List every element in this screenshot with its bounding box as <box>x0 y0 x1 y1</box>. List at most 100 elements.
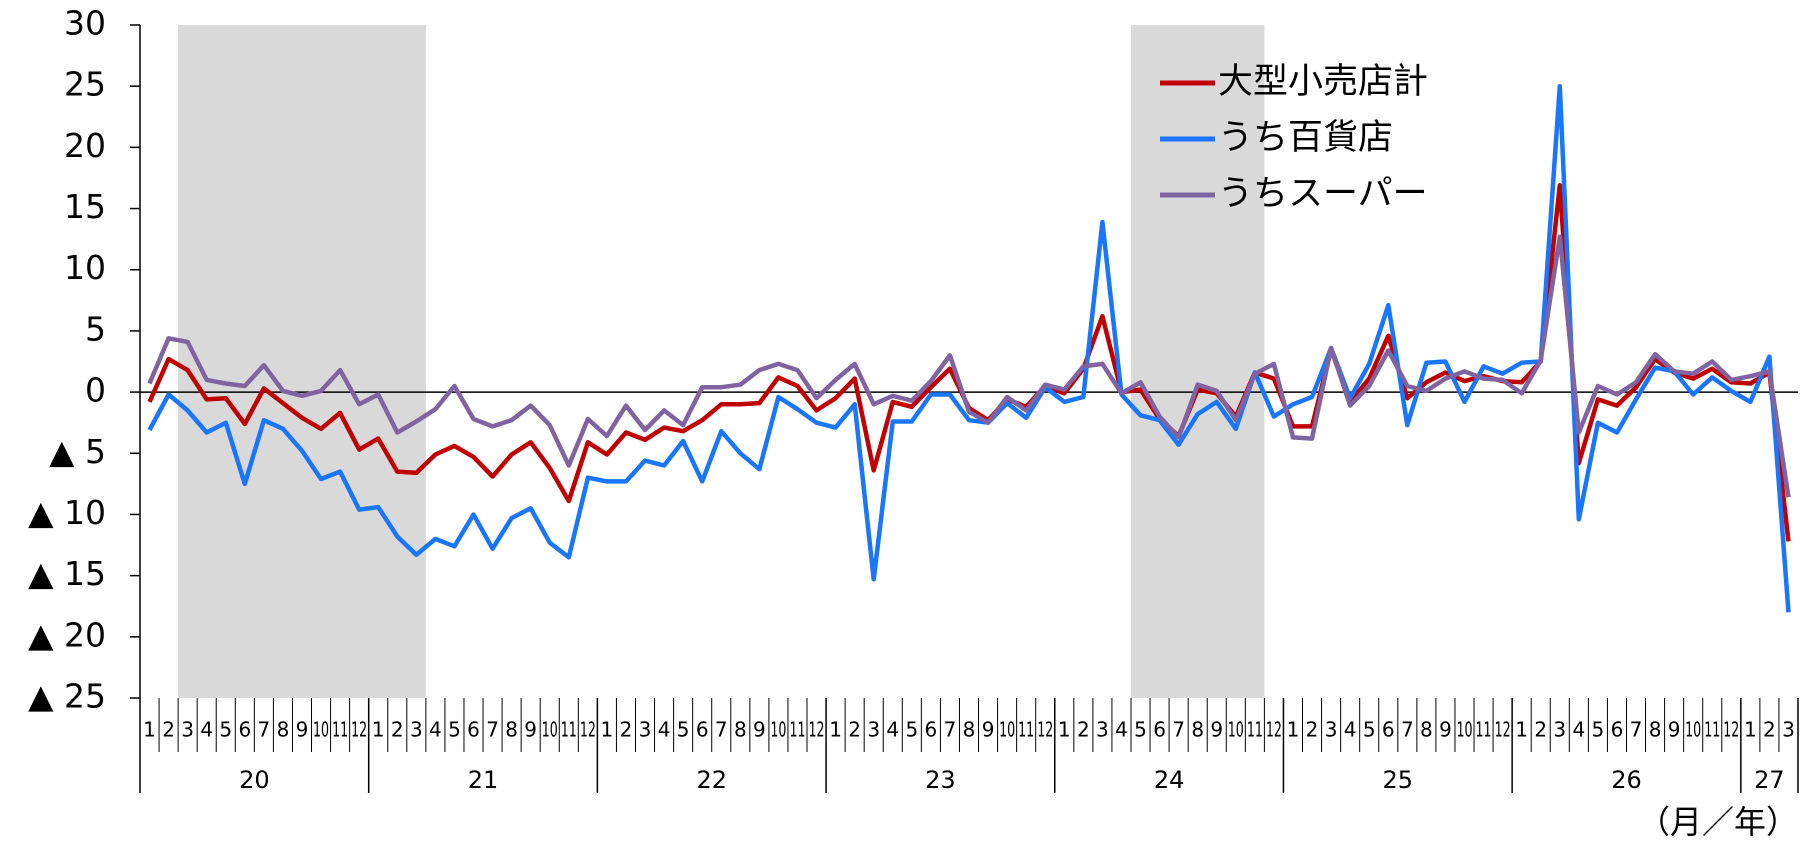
x-tick-label: 5 <box>905 718 918 742</box>
x-tick-label: 10 <box>313 718 329 742</box>
x-tick-label: 3 <box>1782 718 1795 742</box>
y-tick-label: ▲ 25 <box>28 677 106 716</box>
x-tick-label: 1 <box>372 718 385 742</box>
x-tick-label: 4 <box>1115 718 1128 742</box>
y-tick-label: ▲ 15 <box>28 554 106 593</box>
x-tick-label: 7 <box>1401 718 1414 742</box>
x-tick-label: 10 <box>1228 718 1244 742</box>
x-tick-label: 8 <box>734 718 747 742</box>
x-tick-label: 3 <box>1325 718 1338 742</box>
x-tick-label: 8 <box>1420 718 1433 742</box>
x-tick-label: 11 <box>1018 718 1034 742</box>
x-tick-label: 10 <box>770 718 786 742</box>
x-tick-label: 8 <box>1649 718 1662 742</box>
year-label: 25 <box>1383 766 1414 794</box>
x-tick-label: 11 <box>1476 718 1492 742</box>
x-tick-label: 7 <box>715 718 728 742</box>
x-tick-label: 2 <box>1763 718 1776 742</box>
y-tick-label: 20 <box>64 126 106 165</box>
x-tick-label: 4 <box>1344 718 1357 742</box>
x-tick-label: 8 <box>963 718 976 742</box>
x-tick-label: 3 <box>639 718 652 742</box>
x-tick-label: 12 <box>1266 718 1282 742</box>
x-tick-label: 7 <box>1172 718 1185 742</box>
x-tick-label: 9 <box>296 718 309 742</box>
x-tick-label: 2 <box>391 718 404 742</box>
x-tick-label: 4 <box>429 718 442 742</box>
x-tick-label: 2 <box>620 718 633 742</box>
x-tick-label: 1 <box>143 718 156 742</box>
x-tick-label: 4 <box>658 718 671 742</box>
x-tick-label: 8 <box>1191 718 1204 742</box>
series-line <box>147 83 1791 613</box>
x-tick-label: 4 <box>886 718 899 742</box>
series-line <box>147 234 1791 498</box>
x-tick-label: 5 <box>677 718 690 742</box>
y-tick-label: 30 <box>64 4 106 43</box>
x-tick-label: 6 <box>467 718 480 742</box>
x-tick-label: 8 <box>277 718 290 742</box>
x-tick-label: 2 <box>848 718 861 742</box>
x-tick-label: 3 <box>410 718 423 742</box>
x-tick-label: 8 <box>505 718 518 742</box>
x-tick-label: 12 <box>1037 718 1053 742</box>
x-tick-label: 6 <box>238 718 251 742</box>
x-tick-label: 1 <box>1058 718 1071 742</box>
x-tick-label: 9 <box>1439 718 1452 742</box>
year-label: 23 <box>925 766 956 794</box>
x-tick-label: 12 <box>809 718 825 742</box>
x-tick-label: 4 <box>200 718 213 742</box>
x-tick-label: 6 <box>1153 718 1166 742</box>
x-tick-label: 7 <box>486 718 499 742</box>
legend-label: うちスーパー <box>1218 174 1428 214</box>
y-tick-label: 10 <box>64 248 106 287</box>
x-tick-label: 9 <box>524 718 537 742</box>
x-tick-label: 5 <box>1592 718 1605 742</box>
legend-label: うち百貨店 <box>1218 118 1393 158</box>
year-label: 21 <box>468 766 499 794</box>
x-tick-label: 5 <box>1363 718 1376 742</box>
x-tick-label: 11 <box>1704 718 1720 742</box>
y-tick-label: 25 <box>64 65 106 104</box>
x-tick-label: 1 <box>1287 718 1300 742</box>
year-label: 20 <box>239 766 270 794</box>
x-tick-label: 7 <box>258 718 271 742</box>
x-tick-label: 1 <box>1515 718 1528 742</box>
x-tick-label: 7 <box>944 718 957 742</box>
year-label: 24 <box>1154 766 1185 794</box>
x-tick-label: 2 <box>162 718 175 742</box>
y-tick-label: 0 <box>85 371 106 410</box>
x-tick-label: 5 <box>1134 718 1147 742</box>
x-tick-label: 11 <box>1247 718 1263 742</box>
year-label: 26 <box>1611 766 1642 794</box>
y-tick-label: ▲ 20 <box>28 615 106 654</box>
x-tick-label: 3 <box>181 718 194 742</box>
x-tick-label: 10 <box>1456 718 1472 742</box>
x-tick-label: 5 <box>219 718 232 742</box>
year-label: 22 <box>696 766 727 794</box>
x-unit-label: （月／年） <box>1638 803 1798 841</box>
x-tick-label: 9 <box>753 718 766 742</box>
x-tick-label: 12 <box>580 718 596 742</box>
x-tick-label: 11 <box>332 718 348 742</box>
x-tick-label: 1 <box>1744 718 1757 742</box>
shaded-period <box>178 25 426 698</box>
x-tick-label: 6 <box>1611 718 1624 742</box>
x-tick-label: 1 <box>601 718 614 742</box>
y-tick-label: 15 <box>64 187 106 226</box>
x-tick-label: 12 <box>1723 718 1739 742</box>
x-tick-label: 9 <box>1668 718 1681 742</box>
y-tick-label: ▲ 10 <box>28 493 106 532</box>
x-tick-label: 1 <box>829 718 842 742</box>
y-tick-label: 5 <box>85 309 106 348</box>
y-tick-label: ▲ 5 <box>49 432 106 471</box>
x-tick-label: 6 <box>696 718 709 742</box>
x-tick-label: 2 <box>1077 718 1090 742</box>
x-tick-label: 6 <box>925 718 938 742</box>
x-tick-label: 3 <box>1096 718 1109 742</box>
x-tick-label: 12 <box>351 718 367 742</box>
x-tick-label: 4 <box>1572 718 1585 742</box>
x-tick-label: 9 <box>982 718 995 742</box>
